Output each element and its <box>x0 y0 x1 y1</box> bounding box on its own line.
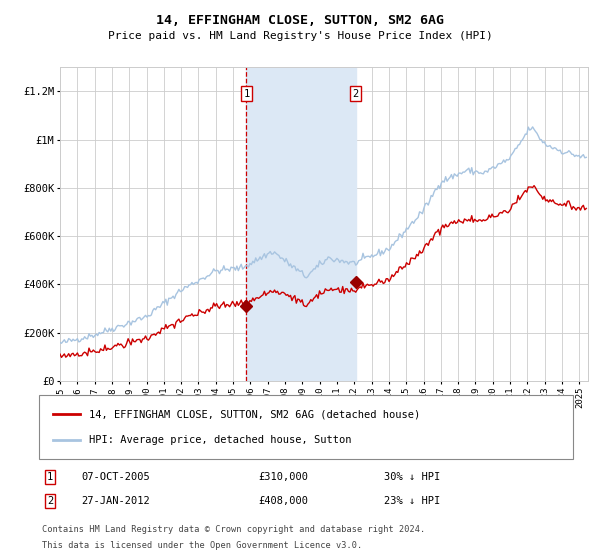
Text: 1: 1 <box>244 89 250 99</box>
Text: 2: 2 <box>47 496 53 506</box>
Text: 14, EFFINGHAM CLOSE, SUTTON, SM2 6AG: 14, EFFINGHAM CLOSE, SUTTON, SM2 6AG <box>156 14 444 27</box>
Text: 14, EFFINGHAM CLOSE, SUTTON, SM2 6AG (detached house): 14, EFFINGHAM CLOSE, SUTTON, SM2 6AG (de… <box>89 409 420 419</box>
Text: Contains HM Land Registry data © Crown copyright and database right 2024.: Contains HM Land Registry data © Crown c… <box>42 525 425 534</box>
Text: £310,000: £310,000 <box>258 472 308 482</box>
Text: 30% ↓ HPI: 30% ↓ HPI <box>384 472 440 482</box>
Text: 1: 1 <box>47 472 53 482</box>
Text: This data is licensed under the Open Government Licence v3.0.: This data is licensed under the Open Gov… <box>42 542 362 550</box>
Text: HPI: Average price, detached house, Sutton: HPI: Average price, detached house, Sutt… <box>89 435 352 445</box>
Text: 07-OCT-2005: 07-OCT-2005 <box>81 472 150 482</box>
Text: 2: 2 <box>352 89 359 99</box>
Bar <box>247 67 356 381</box>
Text: £408,000: £408,000 <box>258 496 308 506</box>
Text: 23% ↓ HPI: 23% ↓ HPI <box>384 496 440 506</box>
Text: 27-JAN-2012: 27-JAN-2012 <box>81 496 150 506</box>
Text: Price paid vs. HM Land Registry's House Price Index (HPI): Price paid vs. HM Land Registry's House … <box>107 31 493 41</box>
